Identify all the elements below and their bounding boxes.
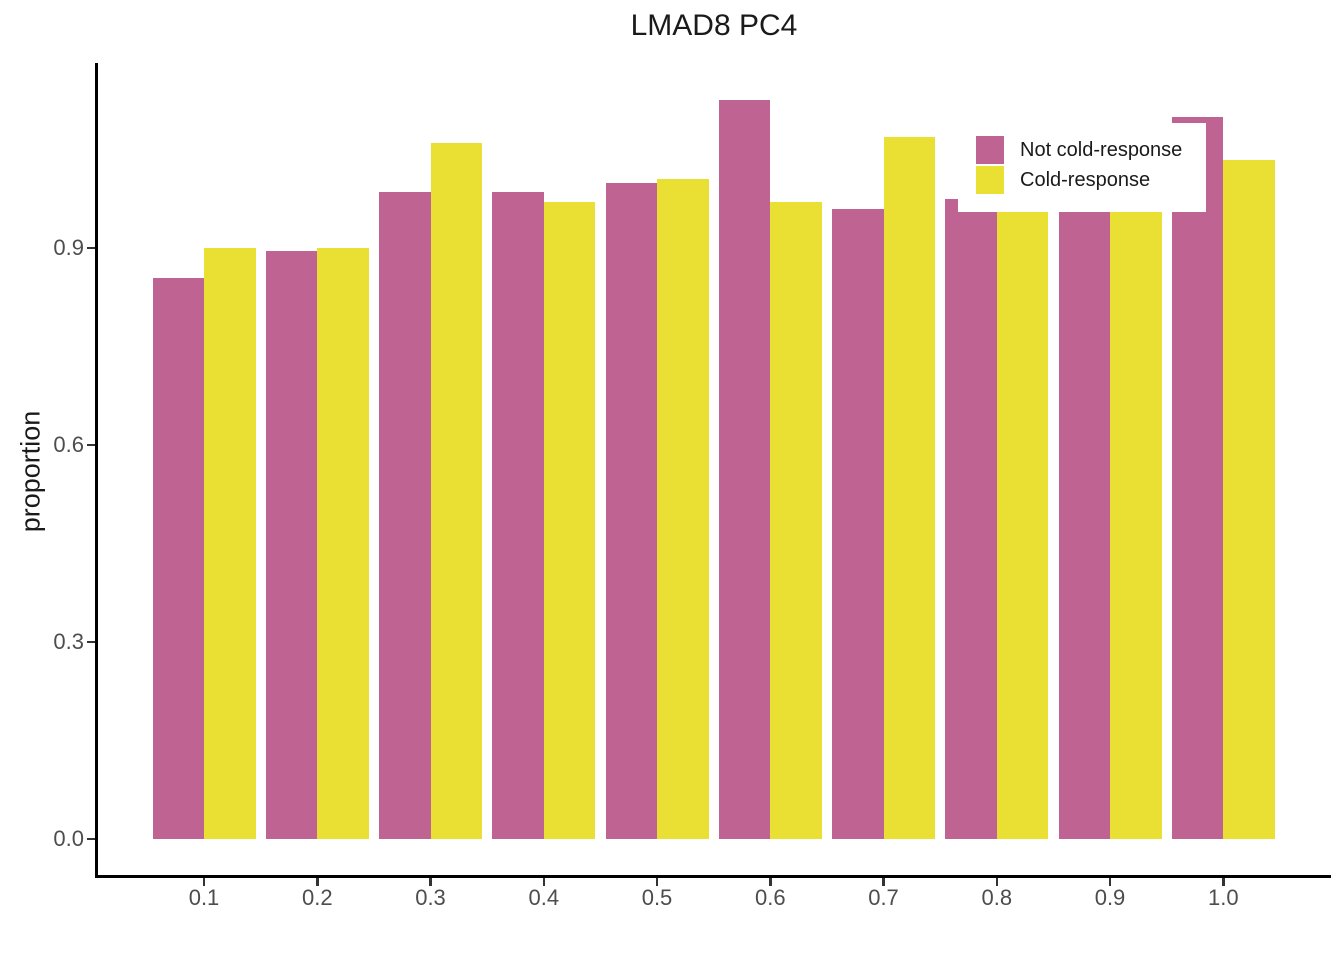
y-tick-mark-0.6 xyxy=(87,443,97,447)
x-tick-mark-0.9 xyxy=(1108,877,1112,886)
x-tick-label-0.5: 0.5 xyxy=(641,885,673,910)
chart-title: LMAD8 PC4 xyxy=(630,9,798,42)
legend-swatch-not-cold-response xyxy=(976,136,1004,164)
x-tick-mark-0.8 xyxy=(995,877,998,886)
bar-not-cold-response-0.5 xyxy=(605,182,657,839)
legend-item-not-cold-response: Not cold-response xyxy=(976,136,1206,164)
legend-label-cold-response: Cold-response xyxy=(1020,168,1151,191)
x-tick-mark-0.4 xyxy=(542,877,545,886)
bar-cold-response-0.1 xyxy=(204,248,256,839)
bar-cold-response-0.3 xyxy=(430,143,482,839)
y-tick-mark-0.3 xyxy=(87,640,97,644)
bar-cold-response-1.0 xyxy=(1223,159,1275,839)
bar-cold-response-0.8 xyxy=(996,212,1049,839)
bar-not-cold-response-0.9 xyxy=(1058,212,1110,839)
x-axis-line xyxy=(95,875,1331,878)
bar-not-cold-response-0.1 xyxy=(152,277,204,839)
bar-cold-response-0.9 xyxy=(1110,212,1162,839)
bar-not-cold-response-0.8 xyxy=(945,198,997,839)
x-tick-mark-0.5 xyxy=(655,877,659,886)
legend: Not cold-response Cold-response xyxy=(958,123,1206,212)
x-tick-label-0.3: 0.3 xyxy=(415,885,446,910)
bar-not-cold-response-0.4 xyxy=(492,192,544,839)
bar-not-cold-response-0.2 xyxy=(265,251,318,839)
y-axis-line xyxy=(95,63,98,878)
y-tick-label-0.6: 0.6 xyxy=(53,432,84,458)
x-tick-label-0.8: 0.8 xyxy=(981,885,1013,910)
y-tick-mark-0.0 xyxy=(87,837,97,841)
legend-label-not-cold-response: Not cold-response xyxy=(1020,138,1183,161)
x-tick-label-0.6: 0.6 xyxy=(755,885,786,910)
x-tick-label-0.4: 0.4 xyxy=(528,885,560,910)
x-tick-label-0.7: 0.7 xyxy=(868,885,899,910)
bar-not-cold-response-0.7 xyxy=(832,208,884,839)
x-tick-label-0.9: 0.9 xyxy=(1094,885,1126,910)
legend-swatch-cold-response xyxy=(976,166,1004,194)
y-axis-title: proportion xyxy=(15,410,46,533)
y-tick-label-0.9: 0.9 xyxy=(53,235,84,261)
x-tick-label-1.0: 1.0 xyxy=(1208,885,1239,910)
bar-not-cold-response-1.0 xyxy=(1171,116,1224,839)
bar-cold-response-0.6 xyxy=(770,202,822,839)
bar-not-cold-response-0.3 xyxy=(379,192,431,839)
bar-not-cold-response-0.6 xyxy=(718,100,771,839)
y-tick-label-0.3: 0.3 xyxy=(53,629,84,654)
x-tick-mark-0.1 xyxy=(202,877,206,886)
legend-item-cold-response: Cold-response xyxy=(976,166,1206,194)
x-tick-label-0.2: 0.2 xyxy=(302,885,333,910)
x-tick-mark-0.6 xyxy=(769,877,772,886)
y-tick-label-0.0: 0.0 xyxy=(53,826,84,851)
bar-cold-response-0.7 xyxy=(883,136,935,839)
x-tick-mark-0.3 xyxy=(429,877,432,886)
bar-cold-response-0.5 xyxy=(657,179,709,839)
bar-cold-response-0.4 xyxy=(543,202,596,839)
x-tick-mark-1.0 xyxy=(1222,877,1225,886)
x-tick-mark-0.7 xyxy=(882,877,885,886)
x-tick-label-0.1: 0.1 xyxy=(188,885,220,910)
bar-cold-response-0.2 xyxy=(317,248,369,839)
x-tick-mark-0.2 xyxy=(316,877,319,886)
y-tick-mark-0.9 xyxy=(87,246,97,250)
